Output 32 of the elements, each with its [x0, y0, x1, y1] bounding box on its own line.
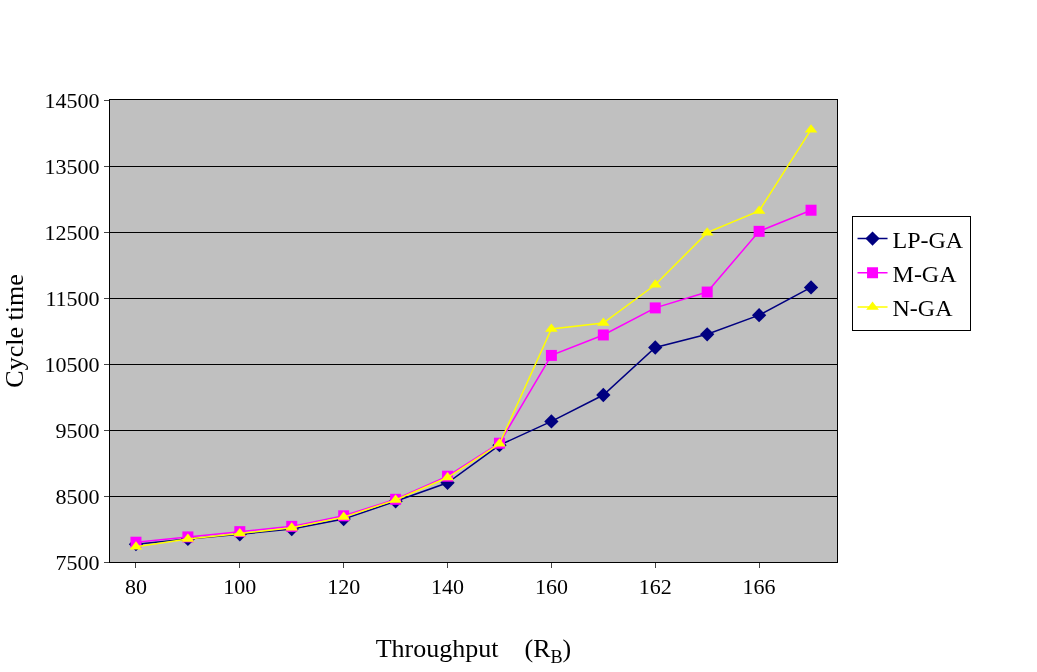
point: [753, 225, 765, 237]
y-tick-label: 9500: [55, 417, 100, 443]
y-tick-label: 13500: [44, 153, 100, 179]
x-tick-label: 120: [327, 574, 361, 600]
legend-label: N-GA: [892, 295, 954, 322]
y-tick-label: 8500: [55, 483, 100, 509]
point: [596, 387, 611, 403]
point: [597, 329, 609, 341]
point: [545, 349, 557, 361]
y-tick-label: 7500: [55, 549, 100, 575]
y-tick-label: 11500: [45, 285, 100, 311]
x-tick-label: 140: [431, 574, 465, 600]
x-tick-label: 80: [124, 574, 147, 600]
point: [648, 340, 663, 355]
y-tick-label: 14500: [44, 87, 100, 113]
point: [751, 308, 767, 323]
x-tick-label: 160: [534, 574, 568, 600]
legend-label: LP-GA: [892, 226, 964, 253]
legend-label: M-GA: [892, 261, 958, 288]
x-tick-label: 100: [223, 574, 257, 600]
point: [803, 280, 819, 295]
point: [700, 327, 715, 342]
x-tick-label: 162: [638, 574, 672, 600]
x-axis-title: Throughput (R$_{B}$): [375, 634, 572, 667]
x-tick-label: 166: [742, 574, 776, 600]
point: [544, 414, 559, 429]
point: [701, 286, 713, 298]
y-axis-title: Cycle time: [0, 274, 29, 388]
y-tick-label: 10500: [44, 351, 100, 377]
y-tick-label: 12500: [44, 219, 100, 245]
point: [649, 302, 661, 314]
point: [805, 204, 817, 216]
